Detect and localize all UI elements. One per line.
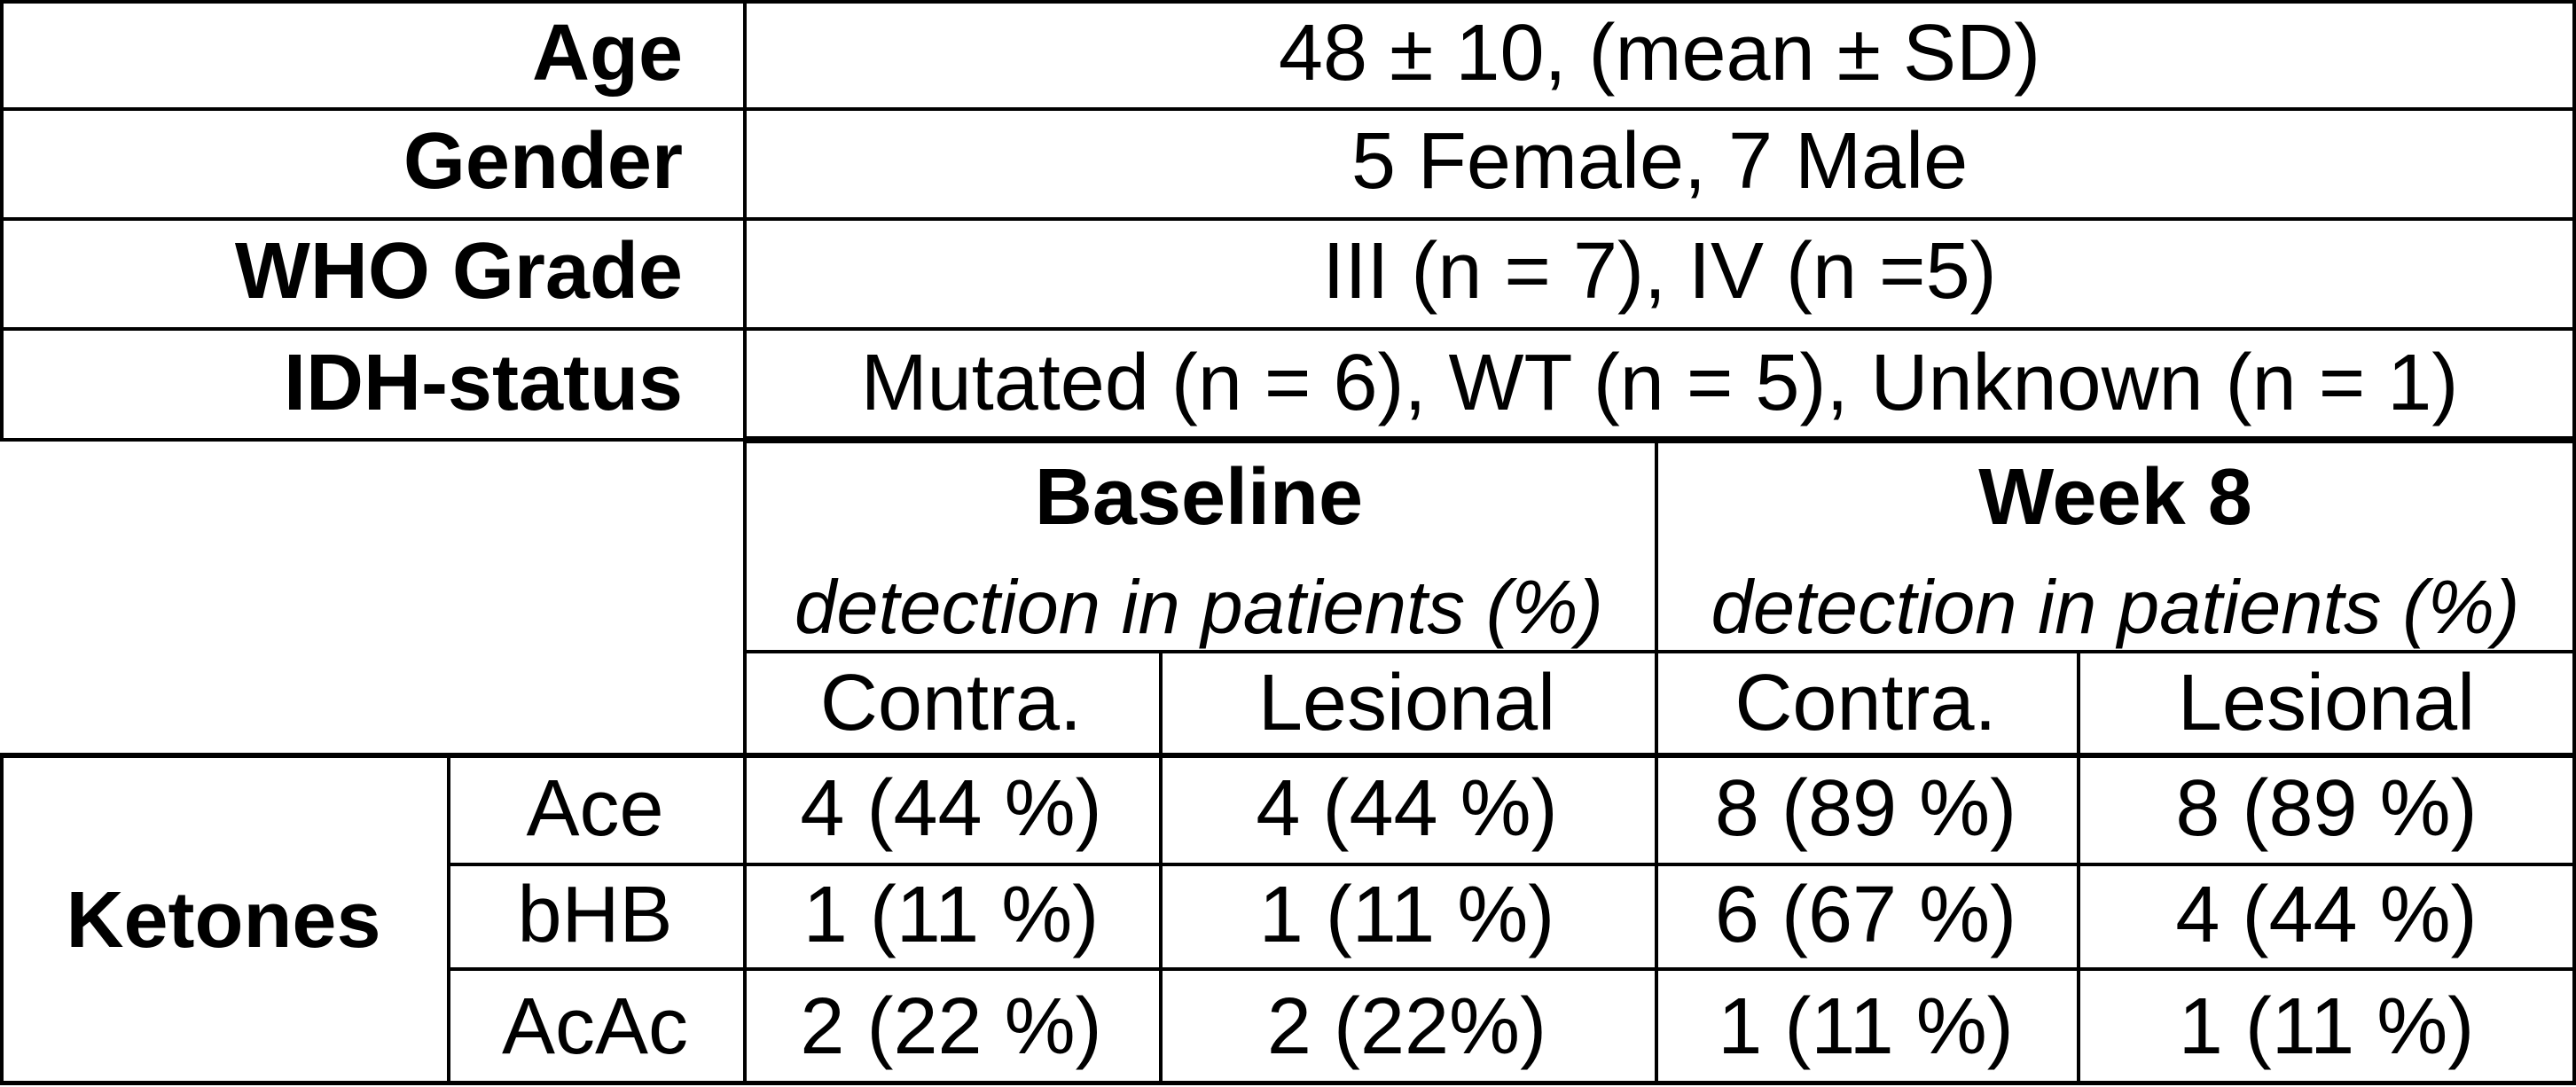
row-value-age: 48 ± 10, (mean ± SD) [1278, 8, 2041, 98]
baseline-subtitle: detection in patients (%) [795, 566, 1603, 651]
divider-under-group-headers [745, 650, 2576, 653]
border-right [2572, 0, 2576, 1085]
acac-baseline-contra: 2 (22 %) [800, 982, 1102, 1072]
subheader-week8-contra: Contra. [1734, 659, 1997, 748]
bhb-week8-contra: 6 (67 %) [1714, 871, 2017, 960]
border-left-bottom-section [0, 753, 4, 1085]
divider-under-ace [447, 863, 2576, 866]
divider-label-column [743, 0, 747, 1085]
ace-week8-lesional: 8 (89 %) [2175, 764, 2478, 854]
ace-week8-contra: 8 (89 %) [1714, 764, 2017, 854]
bhb-baseline-lesional: 1 (11 %) [1258, 871, 1555, 960]
week8-subtitle: detection in patients (%) [1711, 566, 2520, 651]
column-group-baseline: Baseline detection in patients (%) [743, 441, 1655, 653]
row-group-label-ketones: Ketones [66, 876, 381, 966]
column-group-week8: Week 8 detection in patients (%) [1655, 441, 2576, 653]
row-label-idh-status: IDH-status [283, 339, 683, 428]
divider-under-who-grade [0, 327, 2576, 331]
row-value-who-grade: III (n = 7), IV (n =5) [1322, 227, 1997, 317]
week8-title: Week 8 [1978, 453, 2252, 542]
acac-week8-contra: 1 (11 %) [1718, 982, 2014, 1072]
ketone-label-acac: AcAc [501, 982, 689, 1072]
divider-under-idh-label [0, 438, 743, 442]
acac-baseline-lesional: 2 (22%) [1266, 982, 1547, 1072]
subheader-week8-lesional: Lesional [2177, 659, 2476, 748]
divider-baseline-week8 [1655, 436, 1658, 1085]
acac-week8-lesional: 1 (11 %) [2178, 982, 2475, 1072]
row-label-who-grade: WHO Grade [234, 227, 683, 317]
bhb-week8-lesional: 4 (44 %) [2175, 871, 2478, 960]
divider-under-gender [0, 217, 2576, 221]
subheader-baseline-lesional: Lesional [1257, 659, 1556, 748]
ketone-label-bhb: bHB [517, 871, 673, 960]
divider-under-bhb [447, 967, 2576, 971]
divider-week8-contra-lesional [2077, 650, 2080, 1085]
divider-bottom-border [0, 1081, 2576, 1085]
divider-ketones-column [447, 753, 450, 1085]
divider-under-age [0, 107, 2576, 111]
ace-baseline-contra: 4 (44 %) [800, 764, 1102, 854]
subheader-baseline-contra: Contra. [819, 659, 1083, 748]
row-value-idh-status: Mutated (n = 6), WT (n = 5), Unknown (n … [860, 339, 2459, 428]
row-label-age: Age [531, 8, 683, 98]
bhb-baseline-contra: 1 (11 %) [803, 871, 1100, 960]
ketone-label-ace: Ace [526, 764, 664, 854]
ace-baseline-lesional: 4 (44 %) [1256, 764, 1558, 854]
divider-baseline-contra-lesional [1159, 650, 1163, 1085]
baseline-title: Baseline [1034, 453, 1364, 542]
divider-top-border [0, 0, 2576, 4]
divider-above-ketones-thick [0, 753, 2576, 758]
border-left-top-section [0, 0, 4, 442]
row-value-gender: 5 Female, 7 Male [1351, 117, 1969, 207]
row-label-gender: Gender [403, 117, 683, 207]
divider-under-idh-value-thick [747, 436, 2576, 443]
